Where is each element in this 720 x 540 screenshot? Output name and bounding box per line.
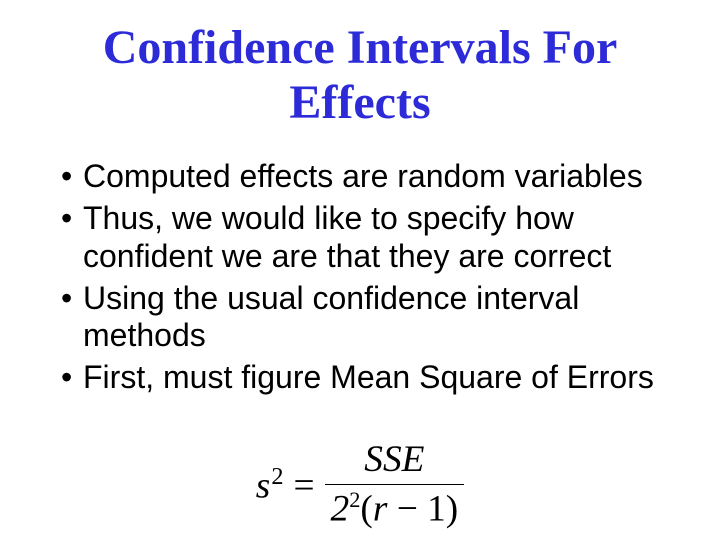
formula-den-minus: − 1 bbox=[387, 488, 445, 529]
formula-fraction: SSE 22(r − 1) bbox=[325, 439, 465, 531]
formula-den-var: r bbox=[373, 488, 388, 529]
list-item: First, must figure Mean Square of Errors bbox=[55, 359, 665, 397]
formula-eq: = bbox=[293, 464, 314, 507]
list-item: Computed effects are random variables bbox=[55, 158, 665, 196]
formula-lhs-exp: 2 bbox=[271, 463, 283, 490]
formula-inline: s2 = SSE 22(r − 1) bbox=[256, 439, 464, 531]
formula-lhs: s2 bbox=[256, 463, 284, 507]
formula-den-base: 2 bbox=[331, 488, 350, 529]
formula-numerator: SSE bbox=[358, 439, 430, 484]
slide: Confidence Intervals For Effects Compute… bbox=[0, 0, 720, 540]
formula: s2 = SSE 22(r − 1) bbox=[55, 439, 665, 531]
formula-denominator: 22(r − 1) bbox=[325, 484, 465, 531]
slide-title: Confidence Intervals For Effects bbox=[55, 20, 665, 130]
formula-lhs-base: s bbox=[256, 465, 271, 506]
bullet-list: Computed effects are random variables Th… bbox=[55, 158, 665, 397]
formula-den-exp: 2 bbox=[349, 487, 360, 512]
list-item: Thus, we would like to specify how confi… bbox=[55, 200, 665, 276]
list-item: Using the usual confidence interval meth… bbox=[55, 280, 665, 356]
formula-den-close: ) bbox=[446, 488, 458, 529]
formula-den-open: ( bbox=[360, 488, 372, 529]
